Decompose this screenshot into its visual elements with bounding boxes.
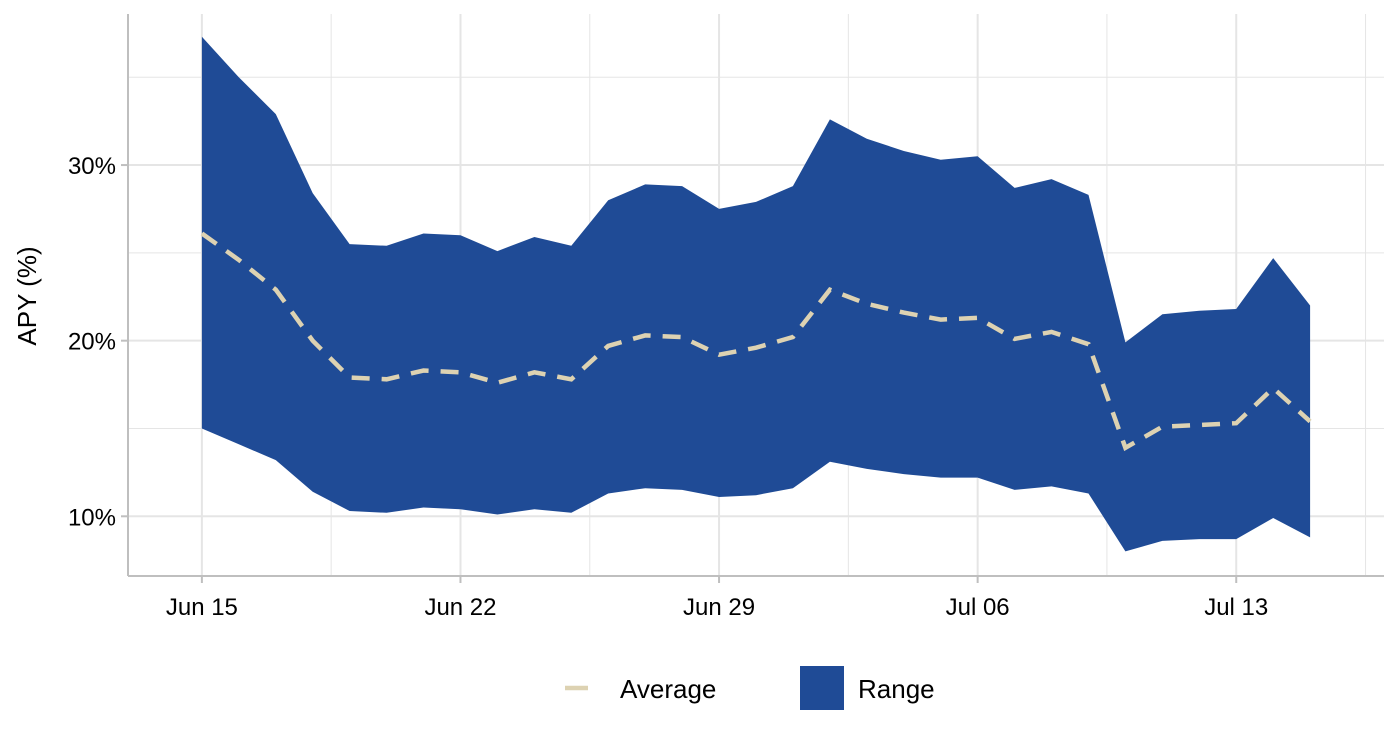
- x-tick-label: Jun 29: [683, 594, 755, 621]
- legend-range-key: [800, 666, 844, 710]
- x-tick-label: Jul 06: [946, 594, 1010, 621]
- range-area: [201, 36, 1311, 552]
- x-axis-ticks: Jun 15 Jun 22 Jun 29 Jul 06 Jul 13: [166, 576, 1268, 621]
- x-tick-label: Jun 15: [166, 594, 238, 621]
- legend-average-label: Average: [620, 674, 716, 704]
- legend: Average Range: [565, 666, 935, 710]
- y-tick-label: 30%: [68, 153, 116, 180]
- x-tick-label: Jul 13: [1204, 594, 1268, 621]
- x-tick-label: Jun 22: [424, 594, 496, 621]
- y-tick-label: 20%: [68, 329, 116, 356]
- y-tick-label: 10%: [68, 504, 116, 531]
- y-axis-title: APY (%): [12, 246, 42, 345]
- y-axis-ticks: 10% 20% 30%: [68, 153, 128, 531]
- average-line: [200, 231, 1312, 452]
- legend-range-label: Range: [858, 674, 935, 704]
